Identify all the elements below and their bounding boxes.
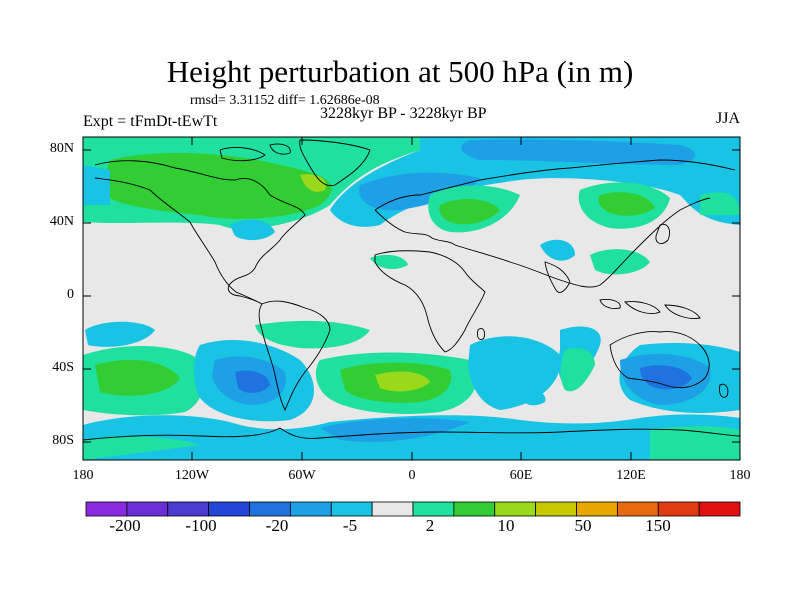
colorbar-tick-label: -200 [109, 516, 141, 535]
lat-label-40s: 40S [52, 360, 74, 375]
colorbar-swatch [535, 501, 577, 517]
colorbar-swatch [85, 501, 128, 517]
colorbar-swatch [289, 501, 332, 517]
colorbar-tick-label: -20 [265, 516, 289, 535]
colorbar-swatch [249, 501, 291, 517]
season-label: JJA [716, 110, 741, 127]
colorbar-tick-label: 2 [425, 516, 435, 535]
colorbar-tick-label: 150 [645, 516, 671, 535]
colorbar-swatch [657, 501, 700, 517]
colorbar-swatch [412, 501, 455, 517]
lon-label-0: 0 [408, 468, 416, 483]
contour-field [83, 137, 740, 460]
colorbar-tick-label: -5 [342, 516, 358, 535]
experiment-label: Expt = tFmDt-tEwTt [83, 113, 218, 130]
colorbar-swatch [371, 501, 414, 517]
colorbar-swatch [167, 501, 210, 517]
lon-label-180e: 180 [729, 468, 751, 483]
stats-subtitle: rmsd= 3.31152 diff= 1.62686e-08 [190, 93, 380, 108]
colorbar-swatch [453, 501, 496, 517]
colorbar-swatch [208, 501, 250, 517]
lon-label-120e: 120E [616, 468, 646, 483]
colorbar-swatch [576, 501, 618, 517]
colorbar-swatch [126, 501, 169, 517]
colorbar [85, 501, 741, 517]
colorbar-swatch [698, 501, 741, 517]
lat-label-80s: 80S [52, 433, 74, 448]
lon-label-60w: 60W [288, 468, 316, 483]
lat-label-0: 0 [67, 287, 74, 302]
plot-title: Height perturbation at 500 hPa (in m) [166, 54, 634, 89]
colorbar-tick-label: 50 [574, 516, 592, 535]
colorbar-tick-label: 10 [497, 516, 515, 535]
coastlines [83, 139, 740, 441]
lon-label-180w: 180 [72, 468, 94, 483]
lat-label-80n: 80N [49, 141, 74, 156]
lon-label-60e: 60E [509, 468, 533, 483]
colorbar-swatch [494, 501, 537, 517]
lat-label-40n: 40N [49, 214, 74, 229]
axis-ticks [82, 137, 741, 460]
colorbar-tick-label: -100 [185, 516, 217, 535]
colorbar-swatch [330, 501, 373, 517]
colorbar-swatch [616, 501, 659, 517]
period-subtitle: 3228kyr BP - 3228kyr BP [320, 105, 487, 122]
lon-label-120w: 120W [174, 468, 210, 483]
